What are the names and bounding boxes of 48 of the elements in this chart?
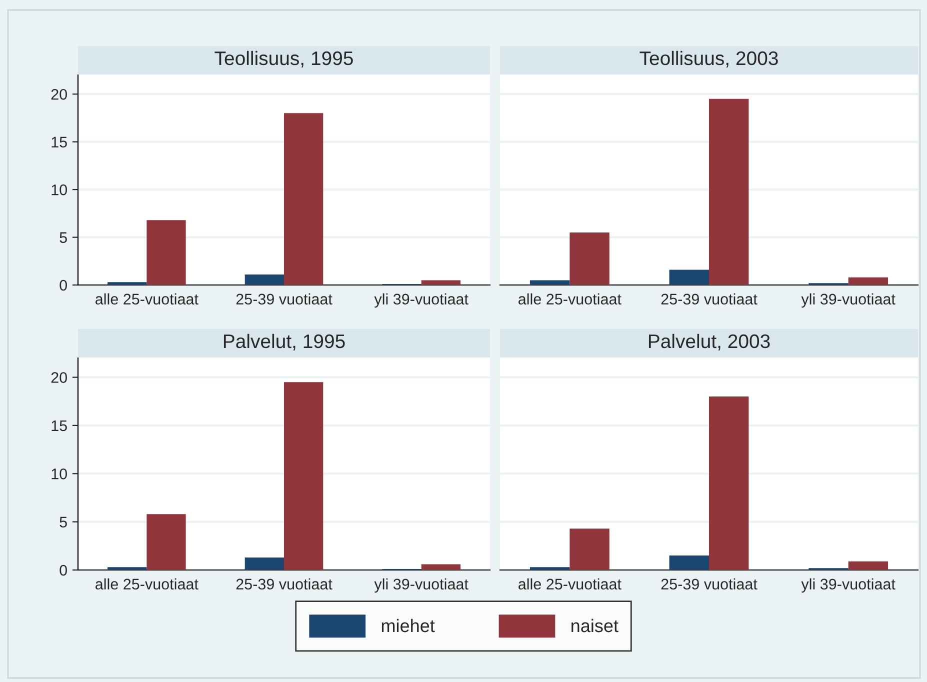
x-tick-label: yli 39-vuotiaat	[374, 293, 468, 308]
bar	[244, 274, 284, 285]
bar	[530, 567, 570, 570]
x-tick-label: 25-39 vuotiaat	[661, 578, 758, 590]
bar	[570, 528, 610, 570]
x-tick-label: 25-39 vuotiaat	[236, 578, 332, 590]
x-tick-label: yli 39-vuotiaat	[801, 578, 896, 593]
x-tick-label: yli 39-vuotiaat	[801, 293, 896, 308]
x-tick-label: alle 25-vuotiaat	[518, 293, 622, 305]
chart-title: Teollisuus, 2003	[640, 50, 778, 68]
bar	[421, 564, 460, 570]
bar	[570, 232, 610, 285]
x-tick-label: alle 25-vuotiaat	[96, 293, 198, 305]
bar	[848, 277, 888, 285]
bar	[146, 220, 186, 285]
chart-title: Teollisuus, 1995	[214, 50, 353, 68]
y-tick-label: 15	[52, 420, 67, 432]
x-tick-label: 25-39 vuotiaat	[661, 293, 758, 305]
bar	[244, 557, 284, 570]
bar	[421, 280, 460, 285]
x-tick-label: alle 25-vuotiaat	[518, 578, 622, 590]
y-tick-label: 0	[60, 564, 67, 576]
bar	[530, 280, 570, 285]
bar	[709, 396, 749, 570]
y-tick-label: 20	[51, 88, 67, 100]
bar	[669, 556, 709, 570]
y-tick-label: 10	[52, 184, 67, 196]
y-tick-label: 20	[51, 372, 67, 383]
x-tick-label: yli 39-vuotiaat	[374, 578, 468, 593]
y-tick-label: 5	[60, 516, 67, 528]
chart-title: Palvelut, 2003	[648, 334, 770, 350]
y-tick-label: 10	[52, 468, 67, 480]
bar	[284, 113, 324, 285]
bar	[108, 282, 147, 285]
bar	[284, 382, 324, 570]
legend-label: naiset	[572, 618, 618, 632]
bar	[146, 514, 186, 570]
bar	[848, 561, 888, 570]
bar	[669, 270, 709, 285]
chart-title: Palvelut, 1995	[224, 334, 345, 350]
legend-label: miehet	[382, 618, 435, 632]
bar	[709, 98, 749, 285]
bar	[108, 567, 147, 570]
y-tick-label: 5	[60, 232, 67, 243]
x-tick-label: alle 25-vuotiaat	[96, 578, 198, 590]
y-tick-label: 15	[52, 136, 67, 148]
x-tick-label: 25-39 vuotiaat	[236, 293, 332, 305]
y-tick-label: 0	[60, 280, 67, 291]
